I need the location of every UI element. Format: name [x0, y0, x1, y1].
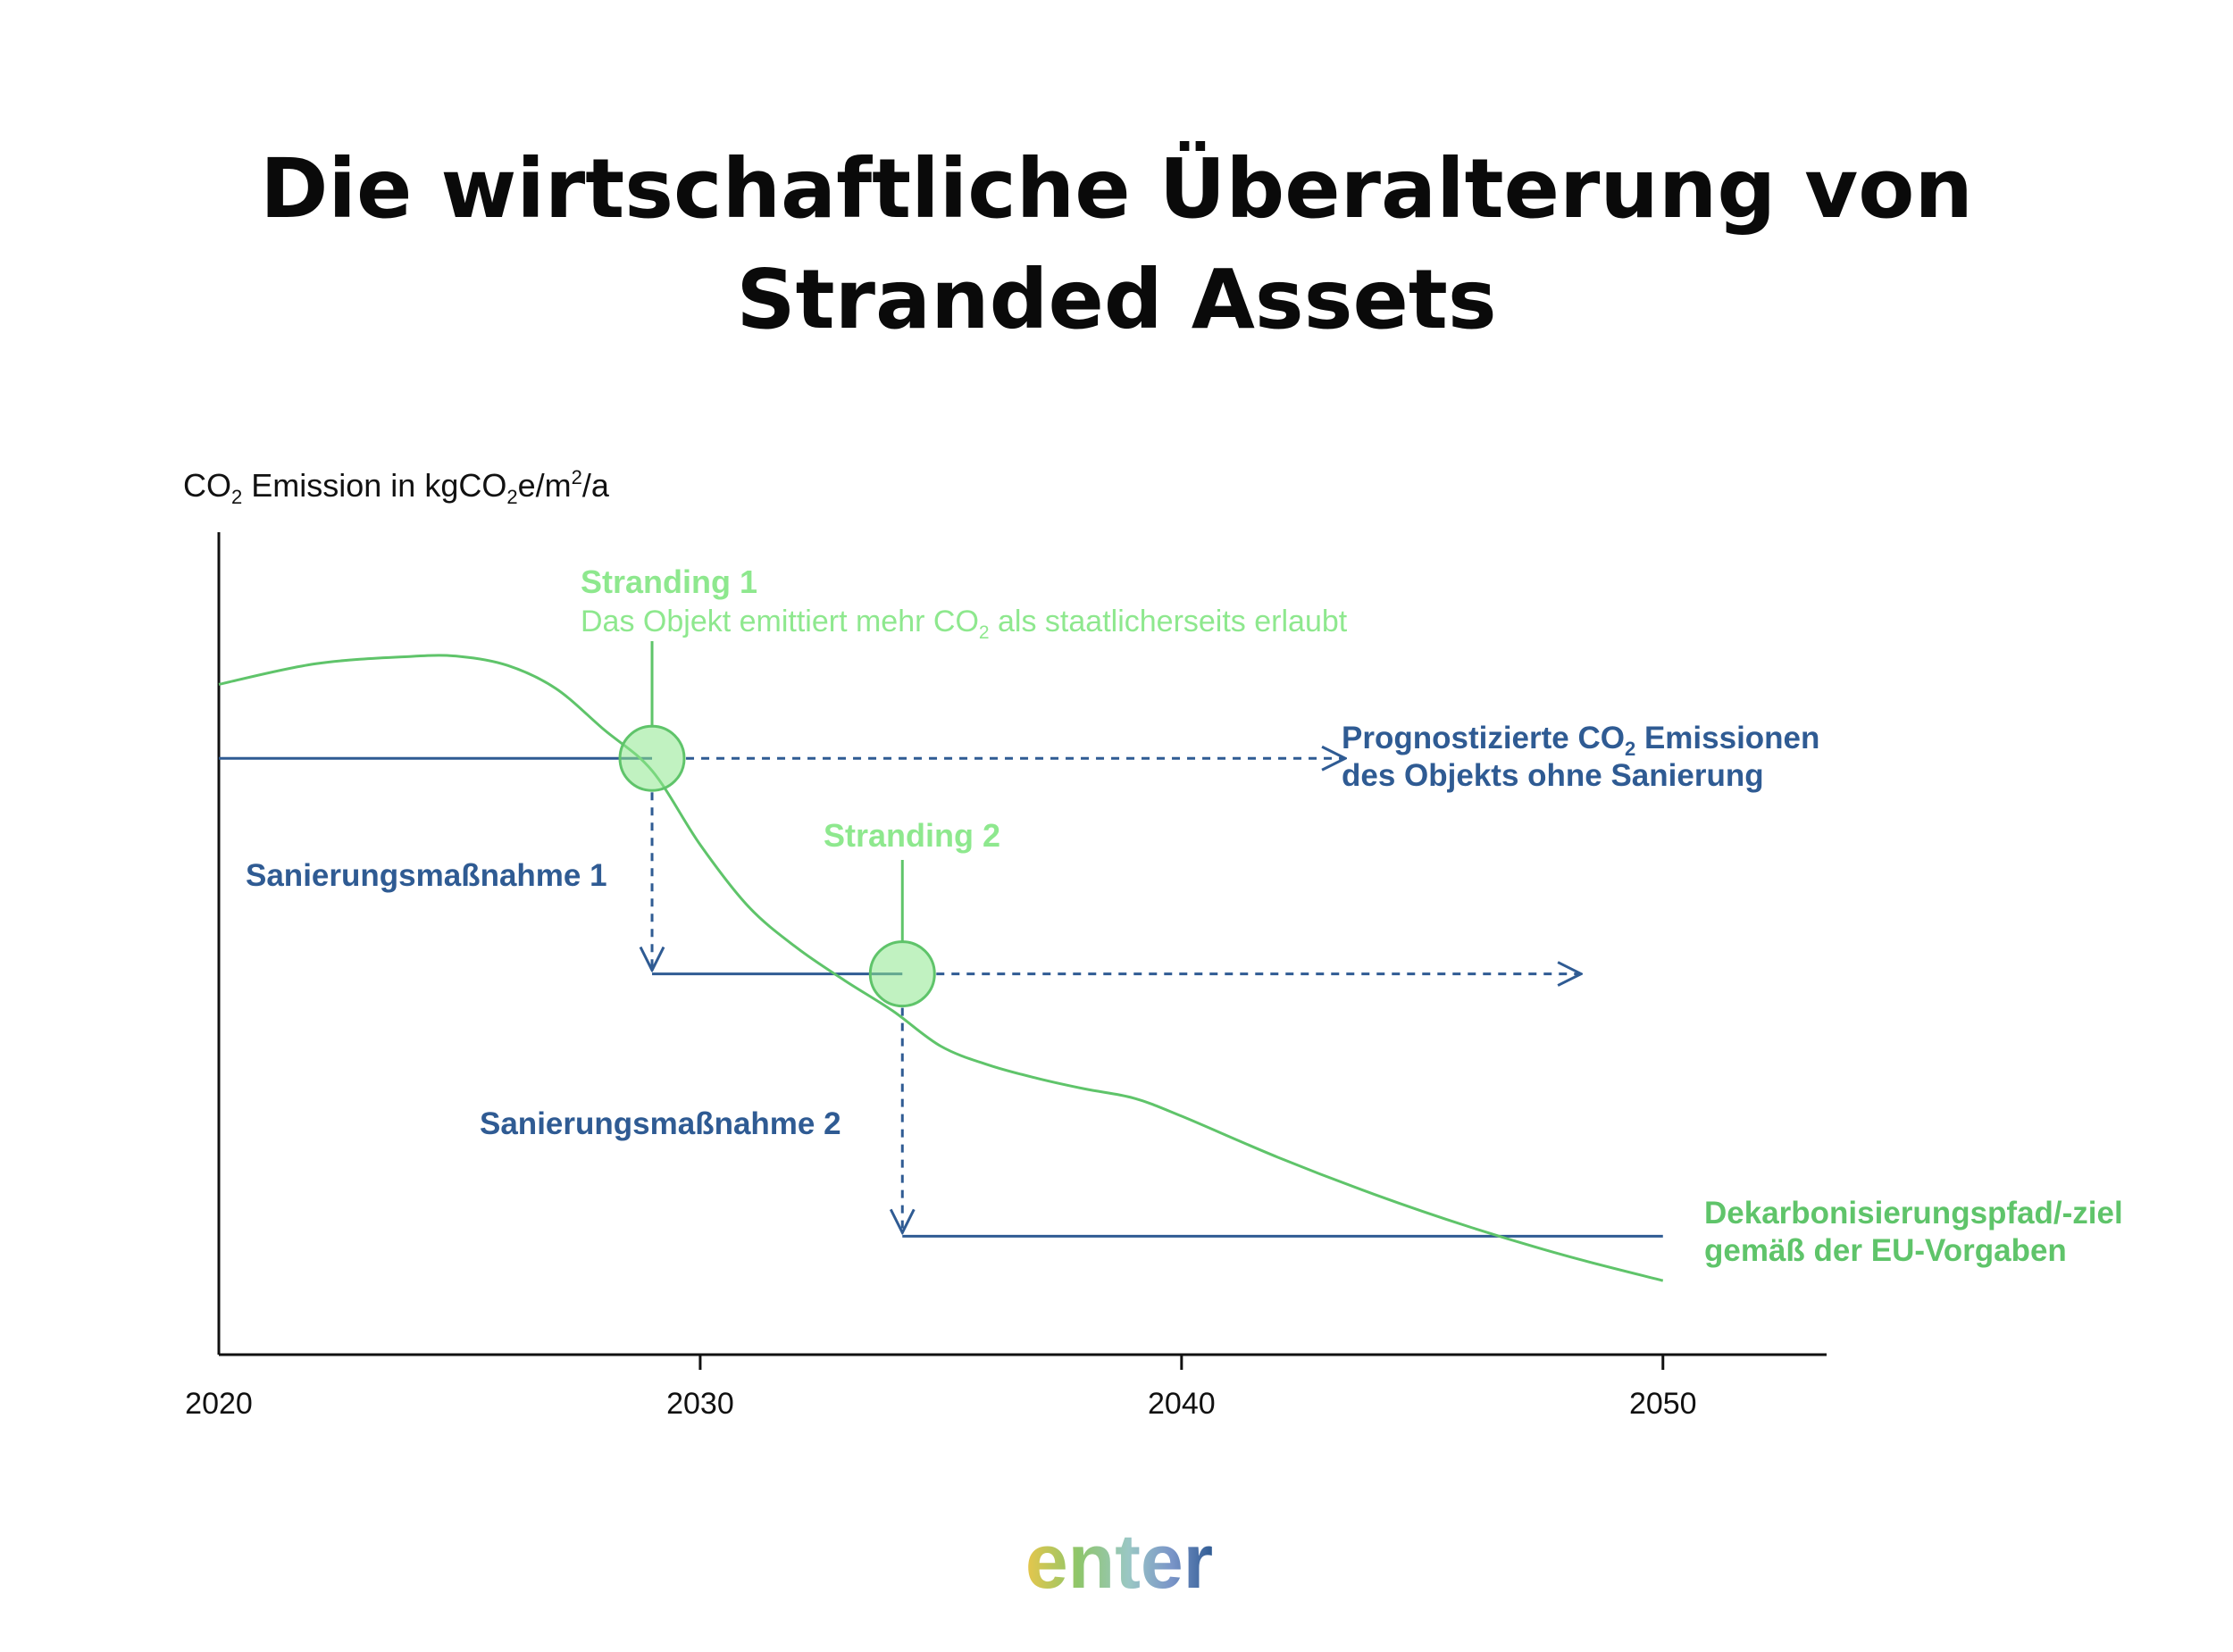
- object-emission-steps: [219, 758, 1663, 1238]
- x-tick-label-2040: 2040: [1148, 1387, 1216, 1421]
- x-tick-label-2030: 2030: [666, 1387, 734, 1421]
- stranding-1-description: Das Objekt emittiert mehr CO2 als staatl…: [581, 605, 1348, 643]
- forecast-label: Prognostizierte CO2 Emissionen: [1342, 721, 1819, 760]
- measure-2-label: Sanierungsmaßnahme 2: [480, 1106, 841, 1141]
- stranding-markers: [618, 641, 936, 1008]
- enter-logo: enter: [1025, 1519, 1213, 1605]
- measure-1-label: Sanierungsmaßnahme 1: [246, 858, 607, 893]
- page-title: Die wirtschaftliche Überalterung von Str…: [0, 134, 2233, 355]
- x-ticks: 2020 2030 2040 2050: [185, 1355, 1697, 1421]
- stranding-2-marker: [868, 940, 936, 1008]
- title-line-1: Die wirtschaftliche Überalterung von: [260, 141, 1973, 237]
- x-tick-label-2050: 2050: [1629, 1387, 1697, 1421]
- forecast-label-line-2: des Objekts ohne Sanierung: [1342, 758, 1764, 793]
- decarbonization-path-line: [218, 654, 1664, 1282]
- x-tick-label-2020: 2020: [185, 1387, 253, 1421]
- title-line-2: Stranded Assets: [736, 252, 1497, 347]
- decarbonization-label: Dekarbonisierungspfad/-ziel: [1704, 1196, 2123, 1231]
- decarbonization-label-line-2: gemäß der EU-Vorgaben: [1704, 1233, 2067, 1268]
- stranding-1-marker: [618, 724, 686, 792]
- stranding-2-title: Stranding 2: [824, 817, 1000, 854]
- stranding-1-title: Stranding 1: [581, 563, 757, 600]
- y-axis-label: CO2 Emission in kgCO2e/m2/a: [183, 466, 610, 508]
